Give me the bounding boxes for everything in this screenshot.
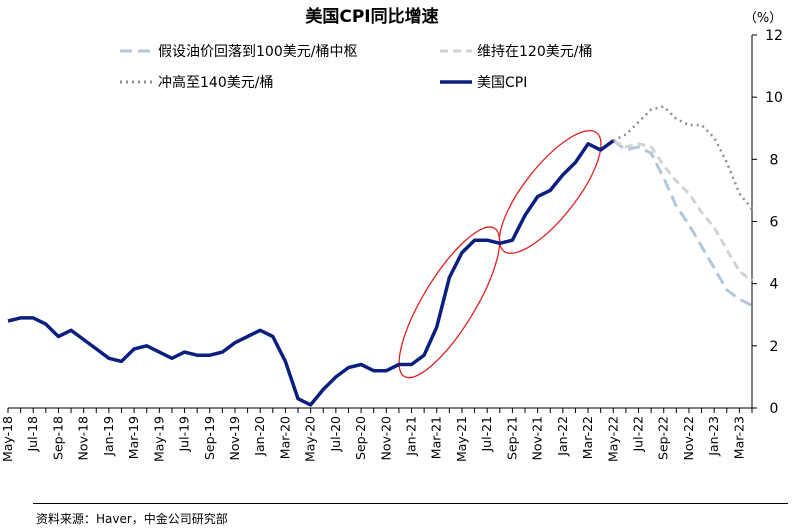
x-tick-label: Jan-20 bbox=[252, 416, 267, 457]
x-tick-label: Jul-19 bbox=[177, 416, 192, 453]
x-tick-label: Jan-21 bbox=[404, 416, 419, 457]
x-tick-label: Jul-21 bbox=[479, 416, 494, 453]
x-axis-ticks: May-18 Jul-18 Sep-18 Nov-18 Jan-19 Mar-19 May-… bbox=[0, 408, 753, 462]
legend-label-oil-100: 假设油价回落到100美元/桶中枢 bbox=[158, 44, 357, 60]
x-tick-label: Jul-18 bbox=[25, 416, 40, 453]
legend-label-oil-140: 冲高至140美元/桶 bbox=[158, 74, 273, 91]
series-line-oil-100 bbox=[612, 139, 753, 307]
x-tick-label: Sep-20 bbox=[353, 416, 368, 460]
x-tick-label: Sep-22 bbox=[656, 416, 671, 460]
x-tick-label: Mar-22 bbox=[580, 416, 595, 459]
x-tick-label: Jan-22 bbox=[555, 416, 570, 457]
x-tick-label: May-18 bbox=[0, 416, 15, 462]
x-tick-label: Jul-22 bbox=[631, 416, 646, 453]
y-tick-label: 6 bbox=[770, 215, 779, 231]
legend-label-oil-120: 维持在120美元/桶 bbox=[477, 44, 592, 60]
series-line-us-cpi bbox=[7, 139, 615, 407]
chart-title: 美国CPI同比增速 bbox=[305, 6, 438, 27]
highlight-ellipse-2 bbox=[498, 129, 602, 254]
series-line-oil-140 bbox=[612, 105, 753, 210]
source-divider bbox=[33, 503, 788, 504]
x-tick-label: Mar-23 bbox=[731, 416, 746, 459]
x-tick-label: Jul-20 bbox=[328, 416, 343, 453]
legend: 假设油价回落到100美元/桶中枢 维持在120美元/桶 冲高至140美元/桶 美… bbox=[120, 44, 592, 91]
x-tick-label: Mar-19 bbox=[126, 416, 141, 459]
y-axis-unit: （%） bbox=[744, 11, 782, 26]
x-tick-label: Nov-19 bbox=[227, 416, 242, 461]
highlight-ellipse-1 bbox=[398, 226, 501, 379]
x-tick-label: Jan-23 bbox=[706, 416, 721, 457]
x-tick-label: Jan-19 bbox=[101, 416, 116, 457]
x-tick-label: Mar-20 bbox=[277, 416, 292, 459]
y-axis-ticks: 0 2 4 6 8 10 12 bbox=[752, 28, 783, 417]
series-line-oil-120 bbox=[612, 139, 753, 282]
series-lines bbox=[7, 105, 753, 407]
x-tick-label: May-19 bbox=[151, 416, 166, 462]
y-tick-label: 12 bbox=[765, 28, 783, 44]
x-tick-label: May-21 bbox=[454, 416, 469, 462]
y-tick-label: 10 bbox=[765, 90, 783, 106]
x-tick-label: Nov-18 bbox=[76, 416, 91, 461]
x-tick-label: May-22 bbox=[605, 416, 620, 462]
x-tick-label: May-20 bbox=[303, 416, 318, 462]
y-tick-label: 4 bbox=[770, 277, 779, 293]
x-tick-label: Nov-20 bbox=[378, 416, 393, 461]
legend-label-us-cpi: 美国CPI bbox=[477, 75, 527, 91]
y-tick-label: 0 bbox=[770, 401, 779, 417]
y-tick-label: 8 bbox=[770, 152, 779, 168]
highlight-ellipses bbox=[398, 129, 602, 379]
x-tick-label: Nov-22 bbox=[681, 416, 696, 460]
x-tick-label: Mar-21 bbox=[429, 416, 444, 459]
source-note: 资料来源：Haver，中金公司研究部 bbox=[36, 512, 228, 526]
x-tick-label: Sep-19 bbox=[202, 416, 217, 460]
y-tick-label: 2 bbox=[770, 339, 779, 355]
x-tick-label: Sep-18 bbox=[50, 416, 65, 460]
x-tick-label: Sep-21 bbox=[504, 416, 519, 460]
x-tick-label: Nov-21 bbox=[530, 416, 545, 460]
